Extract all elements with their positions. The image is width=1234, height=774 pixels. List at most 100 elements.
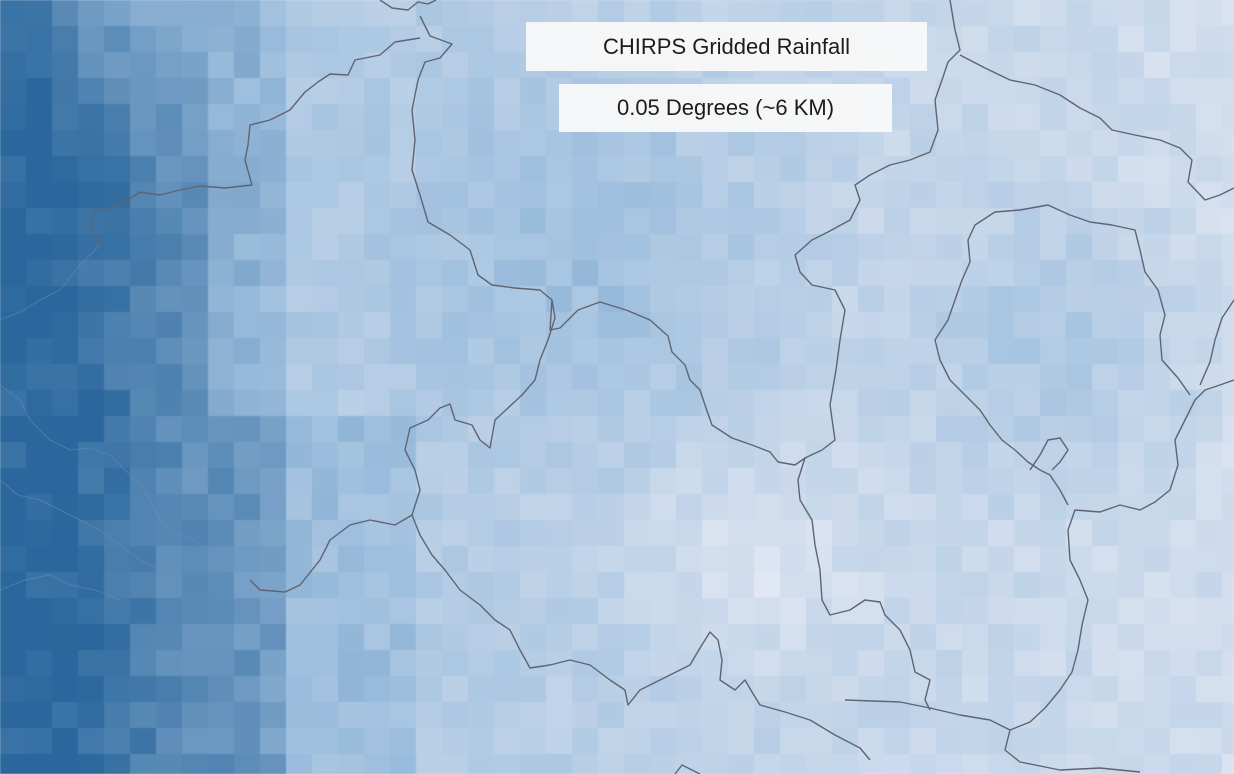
map-title-text: CHIRPS Gridded Rainfall xyxy=(603,33,850,59)
rainfall-cell xyxy=(1092,546,1119,573)
rainfall-cell xyxy=(104,624,131,651)
rainfall-cell xyxy=(494,182,521,209)
rainfall-cell xyxy=(546,598,573,625)
rainfall-cell xyxy=(1196,702,1223,729)
rainfall-cell xyxy=(910,442,937,469)
rainfall-cell xyxy=(156,546,183,573)
rainfall-cell xyxy=(676,130,703,157)
rainfall-cell xyxy=(988,208,1015,235)
rainfall-cell xyxy=(780,260,807,287)
rainfall-cell xyxy=(468,260,495,287)
rainfall-cell xyxy=(858,676,885,703)
rainfall-cell xyxy=(962,182,989,209)
boundary-line xyxy=(89,37,421,246)
rainfall-cell xyxy=(104,390,131,417)
rainfall-cell xyxy=(702,338,729,365)
rainfall-cell xyxy=(728,572,755,599)
rainfall-cell xyxy=(286,338,313,365)
rainfall-cell xyxy=(468,390,495,417)
rainfall-cell xyxy=(676,286,703,313)
rainfall-cell xyxy=(0,26,27,53)
rainfall-cell xyxy=(650,494,677,521)
rainfall-cell xyxy=(1170,494,1197,521)
rainfall-cell xyxy=(312,728,339,755)
rainfall-cell xyxy=(156,260,183,287)
rainfall-cell xyxy=(442,0,469,27)
rainfall-cell xyxy=(546,520,573,547)
rainfall-cell xyxy=(780,624,807,651)
rainfall-cell xyxy=(0,208,27,235)
rainfall-cell xyxy=(572,234,599,261)
rainfall-cell xyxy=(780,650,807,677)
rainfall-cell xyxy=(26,312,53,339)
rainfall-cell xyxy=(130,520,157,547)
rainfall-cell xyxy=(1092,104,1119,131)
rainfall-cell xyxy=(442,702,469,729)
rainfall-cell xyxy=(52,702,79,729)
rainfall-cell xyxy=(442,312,469,339)
rainfall-cell xyxy=(468,286,495,313)
rainfall-cell xyxy=(390,338,417,365)
boundary-line xyxy=(249,299,556,593)
rainfall-cell xyxy=(156,416,183,443)
rainfall-cell xyxy=(702,416,729,443)
rainfall-cell xyxy=(1144,598,1171,625)
resolution-label: 0.05 Degrees (~6 KM) xyxy=(559,84,892,132)
rainfall-cell xyxy=(702,598,729,625)
rainfall-cell xyxy=(1222,754,1234,774)
rainfall-cell xyxy=(1196,26,1223,53)
rainfall-cell xyxy=(780,390,807,417)
rainfall-cell xyxy=(1144,338,1171,365)
rainfall-cell xyxy=(26,754,53,774)
rainfall-cell xyxy=(26,702,53,729)
rainfall-cell xyxy=(832,234,859,261)
rainfall-cell xyxy=(624,390,651,417)
rainfall-cell xyxy=(1222,728,1234,755)
rainfall-cell xyxy=(624,182,651,209)
rainfall-cell xyxy=(1222,520,1234,547)
rainfall-cell xyxy=(494,598,521,625)
rainfall-cell xyxy=(1222,0,1234,27)
rainfall-cell xyxy=(1222,702,1234,729)
rainfall-cell xyxy=(1092,390,1119,417)
rainfall-cell xyxy=(520,130,547,157)
rainfall-cell xyxy=(702,650,729,677)
rainfall-cell xyxy=(884,442,911,469)
rainfall-cell xyxy=(1144,676,1171,703)
rainfall-cell xyxy=(364,676,391,703)
rainfall-cell xyxy=(754,156,781,183)
rainfall-cell xyxy=(104,728,131,755)
rainfall-cell xyxy=(1196,676,1223,703)
rainfall-cell xyxy=(832,572,859,599)
rainfall-cell xyxy=(104,572,131,599)
rainfall-cell xyxy=(598,130,625,157)
rainfall-cell xyxy=(468,676,495,703)
rainfall-cell xyxy=(1040,624,1067,651)
rainfall-cell xyxy=(676,260,703,287)
rainfall-cell xyxy=(520,260,547,287)
rainfall-cell xyxy=(0,338,27,365)
rainfall-cell xyxy=(806,182,833,209)
rainfall-cell xyxy=(208,520,235,547)
rainfall-cell xyxy=(26,52,53,79)
rainfall-cell xyxy=(1196,312,1223,339)
rainfall-cell xyxy=(728,468,755,495)
rainfall-cell xyxy=(1118,234,1145,261)
rainfall-cell xyxy=(312,338,339,365)
rainfall-cell xyxy=(1066,676,1093,703)
rainfall-cell xyxy=(988,598,1015,625)
rainfall-cell xyxy=(416,286,443,313)
rainfall-cell xyxy=(312,260,339,287)
rainfall-cell xyxy=(364,312,391,339)
rainfall-cell xyxy=(520,156,547,183)
boundary-line xyxy=(674,764,701,774)
rainfall-cell xyxy=(832,260,859,287)
rainfall-cell xyxy=(676,390,703,417)
rainfall-cell xyxy=(234,676,261,703)
rainfall-cell xyxy=(338,754,365,774)
rainfall-cell xyxy=(208,52,235,79)
rainfall-cell xyxy=(520,182,547,209)
rainfall-cell xyxy=(468,598,495,625)
rainfall-cell xyxy=(936,26,963,53)
